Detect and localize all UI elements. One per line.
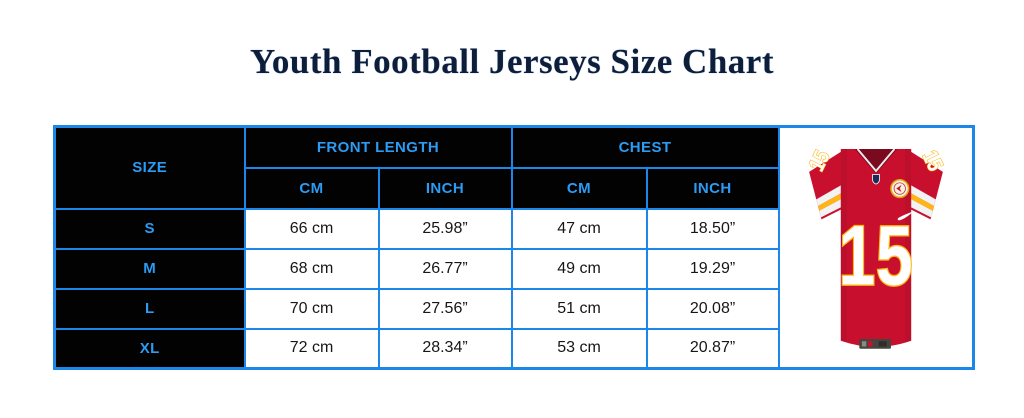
size-label: XL (53, 327, 246, 370)
chest-cm-value: 53 cm (510, 327, 648, 370)
jersey-torso (840, 148, 911, 347)
col-header-chest-inch: INCH (645, 166, 780, 210)
chest-cm-value: 47 cm (510, 207, 648, 250)
chest-inch-value: 20.87” (645, 327, 780, 370)
front-length-inch-value: 27.56” (377, 287, 513, 330)
team-patch-icon (889, 178, 910, 199)
jersey-photo-cell: 15 15 15 (777, 125, 975, 370)
front-length-cm-value: 70 cm (243, 287, 380, 330)
front-length-inch-value: 28.34” (377, 327, 513, 370)
col-header-chest-cm: CM (510, 166, 648, 210)
size-label: S (53, 207, 246, 250)
col-header-front-length: FRONT LENGTH (243, 125, 513, 169)
size-chart-table: SIZE FRONT LENGTH CHEST (53, 125, 975, 370)
table-row: S 66 cm 25.98” 47 cm 18.50” (53, 207, 974, 250)
col-header-front-inch: INCH (377, 166, 513, 210)
front-length-cm-value: 72 cm (243, 327, 380, 370)
front-length-cm-value: 68 cm (243, 247, 380, 290)
jersey-illustration: 15 15 15 (804, 146, 948, 349)
jersey-jock-tag (859, 339, 891, 349)
table-row: XL 72 cm 28.34” 53 cm 20.87” (53, 327, 974, 370)
chest-cm-value: 51 cm (510, 287, 648, 330)
jersey-chest-number: 15 (838, 209, 913, 304)
col-header-chest: CHEST (510, 125, 780, 169)
col-header-size: SIZE (53, 125, 246, 210)
size-label: L (53, 287, 246, 330)
chest-inch-value: 19.29” (645, 247, 780, 290)
swoosh-icon (897, 211, 913, 221)
chest-inch-value: 18.50” (645, 207, 780, 250)
size-label: M (53, 247, 246, 290)
jersey-collar (854, 148, 897, 174)
table-row: M 68 cm 26.77” 49 cm 19.29” (53, 247, 974, 290)
nfl-shield-icon (871, 174, 880, 185)
table-row: L 70 cm 27.56” 51 cm 20.08” (53, 287, 974, 330)
chest-inch-value: 20.08” (645, 287, 780, 330)
front-length-cm-value: 66 cm (243, 207, 380, 250)
page-title: Youth Football Jerseys Size Chart (250, 42, 774, 81)
front-length-inch-value: 25.98” (377, 207, 513, 250)
jersey-right-sleeve (909, 150, 943, 220)
jersey-left-sleeve (808, 150, 843, 220)
chest-cm-value: 49 cm (510, 247, 648, 290)
header-row-units: CM INCH CM INCH (55, 166, 974, 210)
jersey-photo: 15 15 15 (780, 133, 973, 362)
col-header-front-cm: CM (243, 166, 380, 210)
header-row-groups: SIZE FRONT LENGTH CHEST (53, 125, 975, 370)
front-length-inch-value: 26.77” (377, 247, 513, 290)
